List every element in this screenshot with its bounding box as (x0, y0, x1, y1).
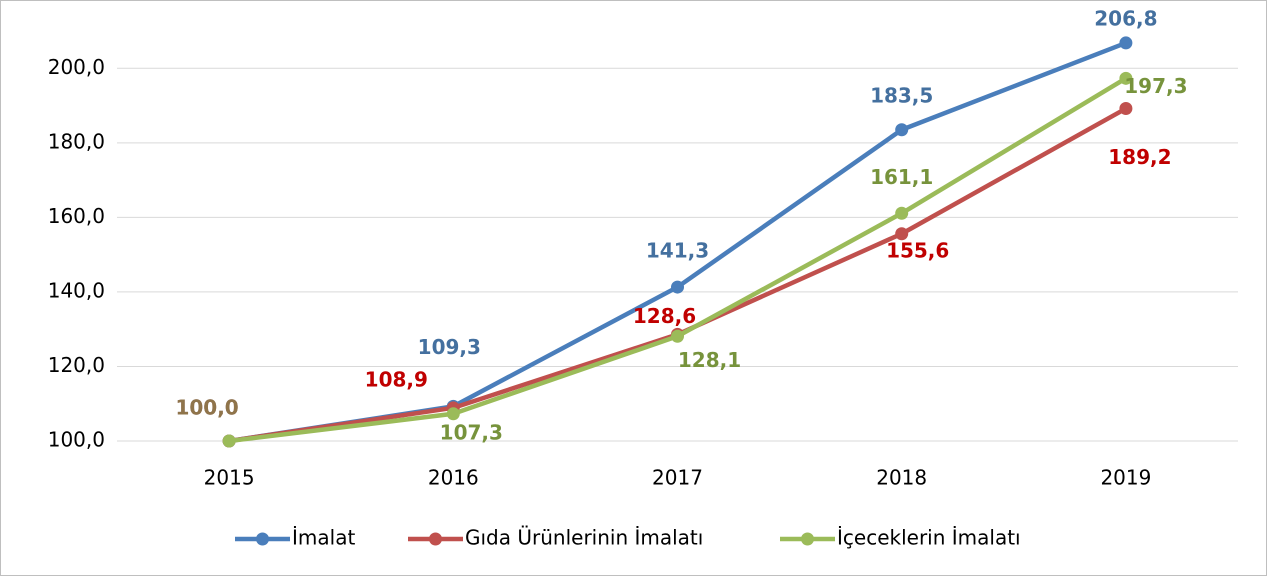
data-point (1119, 36, 1133, 50)
legend-label: İçeceklerin İmalatı (837, 526, 1021, 550)
data-label: 189,2 (1108, 145, 1171, 169)
y-tick-label: 140,0 (48, 278, 105, 302)
data-point (222, 434, 236, 448)
y-tick-label: 100,0 (48, 428, 105, 452)
data-label: 183,5 (870, 83, 933, 107)
data-point (671, 329, 684, 343)
legend-marker (801, 532, 814, 546)
data-label: 128,6 (633, 304, 696, 328)
data-label: 100,0 (175, 396, 238, 420)
data-point (895, 206, 909, 220)
y-tick-label: 160,0 (48, 204, 105, 228)
x-tick-label: 2019 (1100, 466, 1151, 490)
data-label: 197,3 (1124, 74, 1187, 98)
data-label: 155,6 (886, 238, 949, 262)
data-point (895, 123, 909, 137)
data-label: 128,1 (678, 348, 741, 372)
data-point (1119, 102, 1133, 116)
data-label: 141,3 (646, 239, 709, 263)
data-point (671, 280, 684, 294)
y-tick-label: 120,0 (48, 353, 105, 377)
legend-label: Gıda Ürünlerinin İmalatı (465, 526, 703, 550)
data-label: 109,3 (418, 335, 481, 359)
data-point (1119, 71, 1133, 85)
y-tick-label: 180,0 (48, 129, 105, 153)
legend-label: İmalat (292, 526, 355, 550)
legend-marker (256, 532, 269, 546)
legend-marker (429, 532, 442, 546)
data-label: 108,9 (365, 367, 428, 391)
data-label: 107,3 (440, 420, 503, 444)
data-label: 206,8 (1094, 6, 1157, 30)
y-tick-label: 200,0 (48, 55, 105, 79)
x-tick-label: 2015 (204, 466, 255, 490)
data-label: 100,0 (175, 396, 238, 420)
data-point (446, 407, 460, 421)
data-label: 100,0 (175, 396, 238, 420)
x-tick-label: 2018 (876, 466, 927, 490)
x-tick-label: 2016 (428, 466, 479, 490)
data-label: 161,1 (870, 165, 933, 189)
data-point (895, 227, 909, 241)
x-tick-label: 2017 (652, 466, 703, 490)
